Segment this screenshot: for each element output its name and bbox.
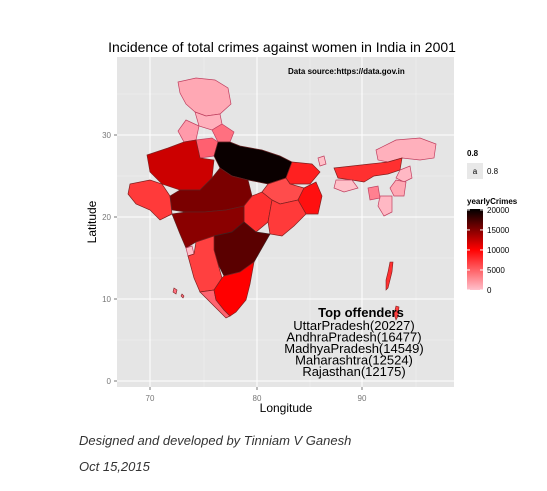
alpha-legend-label: 0.8 (487, 167, 499, 176)
x-axis-label: Longitude (260, 401, 313, 415)
source-note: Data source:https://data.gov.in (288, 67, 405, 76)
region-tripura (367, 185, 381, 201)
legend-tick-label: 5000 (487, 266, 505, 275)
alpha-legend: 0.8 a 0.8 (467, 149, 499, 179)
x-tick-label: 90 (358, 394, 367, 403)
alpha-legend-title: 0.8 (467, 149, 479, 158)
annotation-line: Rajasthan(12175) (302, 364, 405, 379)
color-legend-bar (467, 209, 483, 290)
annotation-line: UttarPradesh(20227) (293, 318, 414, 333)
x-axis: 70 80 90 (146, 387, 367, 403)
alpha-legend-key-glyph: a (473, 167, 478, 176)
annotation-line: Maharashtra(12524) (295, 353, 413, 368)
india-choropleth-chart: Incidence of total crimes against women … (85, 39, 518, 415)
region-nicobar (393, 305, 400, 321)
y-axis-label: Latitude (85, 200, 99, 243)
legend-tick-label: 0 (487, 286, 492, 295)
region-orissa (267, 199, 307, 237)
legend-tick-label: 15000 (487, 226, 510, 235)
annotation-lines: UttarPradesh(20227)AndhraPradesh(16477)M… (284, 318, 423, 379)
alpha-legend-key (467, 163, 483, 179)
annotation-line: AndhraPradesh(16477) (286, 330, 421, 345)
annotation-heading: Top offenders (318, 305, 404, 320)
region-karnataka (187, 235, 223, 293)
map-layer (127, 77, 437, 321)
region-tamil-nadu (213, 261, 255, 317)
legend-tick-label: 10000 (487, 246, 510, 255)
y-tick-label: 30 (102, 131, 111, 140)
region-lakshadweep (172, 287, 185, 299)
color-legend-ticks: 0 5000 10000 15000 20000 (467, 206, 510, 295)
grid-lines (117, 57, 454, 387)
region-andaman (385, 261, 394, 291)
top-offenders-annotation: Top offenders UttarPradesh(20227)AndhraP… (284, 305, 423, 379)
region-nagaland (395, 165, 413, 183)
color-legend-title: yearlyCrimes (467, 197, 518, 206)
credit-date: Oct 15,2015 (79, 459, 150, 474)
y-tick-label: 20 (102, 213, 111, 222)
region-uttarakhand (211, 123, 235, 143)
region-meghalaya (333, 179, 359, 193)
y-tick-label: 10 (102, 295, 111, 304)
y-tick-label: 0 (107, 377, 112, 386)
legend-tick-label: 20000 (487, 206, 510, 215)
region-gujarat (127, 179, 173, 221)
region-arunachal (375, 137, 437, 163)
chart-title: Incidence of total crimes against women … (108, 39, 456, 55)
y-axis: 0 10 20 30 (102, 131, 117, 386)
region-manipur (389, 179, 407, 197)
region-mizoram (377, 195, 393, 217)
x-tick-label: 80 (253, 394, 262, 403)
region-rajasthan (146, 139, 215, 191)
color-legend: yearlyCrimes 0 5000 10000 15000 20000 (467, 197, 518, 295)
x-tick-label: 70 (146, 394, 155, 403)
region-sikkim (317, 155, 327, 167)
annotation-line: MadhyaPradesh(14549) (284, 341, 423, 356)
credit-line: Designed and developed by Tinniam V Gane… (79, 433, 352, 448)
